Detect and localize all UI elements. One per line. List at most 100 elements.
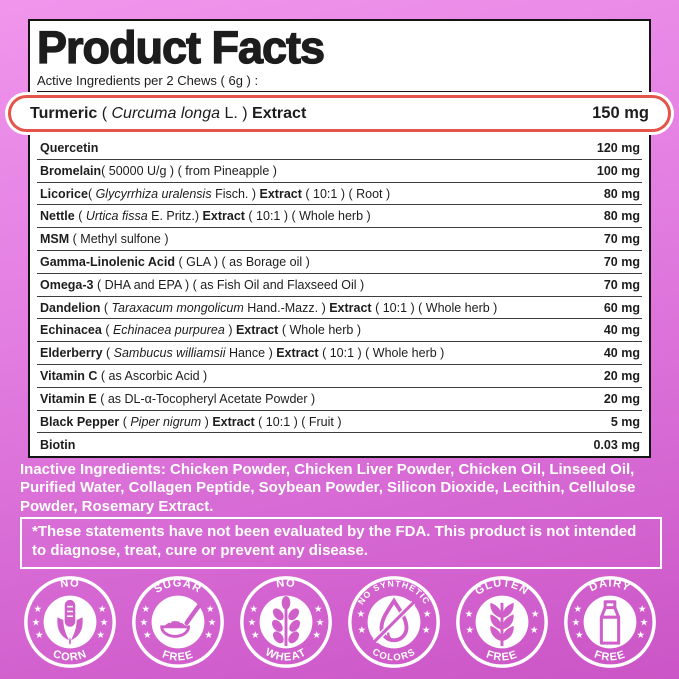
- ingredient-name-segment: Omega-3: [40, 277, 94, 292]
- table-row: Gamma-Linolenic Acid ( GLA ) ( as Borage…: [37, 251, 642, 274]
- droplet-slash-icon: [372, 597, 415, 644]
- svg-text:★: ★: [33, 604, 42, 615]
- ingredient-name-segment: Turmeric: [30, 104, 98, 122]
- ingredient-name-segment: Sambucus williamsii: [113, 346, 226, 361]
- svg-text:★: ★: [574, 630, 583, 641]
- svg-text:★: ★: [529, 625, 538, 636]
- ingredient-name-segment: Licorice: [40, 186, 88, 201]
- ingredient-name-segment: Bromelain: [40, 163, 102, 178]
- corn-icon: [56, 599, 83, 646]
- svg-text:★: ★: [465, 625, 474, 636]
- badge-no-wheat: NO WHEAT ★ ★ ★ ★ ★ ★: [238, 574, 334, 670]
- ingredient-name-segment: Echinacea: [40, 323, 102, 338]
- ingredient-name-segment: Extract: [235, 323, 279, 338]
- table-row: Dandelion ( Taraxacum mongolicum Hand.-M…: [37, 297, 642, 320]
- svg-text:★: ★: [205, 604, 214, 615]
- ingredient-amount: 70 mg: [603, 232, 640, 247]
- table-row: Nettle ( Urtica fissa E. Pritz.) Extract…: [37, 205, 642, 229]
- svg-text:★: ★: [34, 630, 43, 641]
- sugar-spoon-icon: [159, 603, 201, 638]
- svg-text:FREE: FREE: [592, 648, 627, 663]
- svg-text:WHEAT: WHEAT: [263, 646, 308, 663]
- ingredient-name: Bromelain( 50000 U/g ) ( from Pineapple …: [40, 164, 277, 178]
- table-row: Licorice( Glycyrrhiza uralensis Fisch. )…: [37, 183, 642, 206]
- ingredient-name-segment: Elderberry: [40, 346, 103, 361]
- ingredient-name-segment: Black Pepper: [40, 414, 120, 429]
- ingredient-name-segment: Extract: [259, 186, 302, 201]
- inactive-ingredients-text: Inactive Ingredients: Chicken Powder, Ch…: [20, 461, 636, 515]
- svg-text:★: ★: [315, 617, 324, 628]
- ingredient-name: MSM ( Methyl sulfone ): [40, 232, 169, 246]
- svg-text:★: ★: [204, 630, 213, 641]
- ingredient-name-segment: ( 10:1 ) ( Whole herb ): [371, 300, 498, 315]
- svg-text:★: ★: [422, 609, 431, 620]
- svg-text:★: ★: [637, 604, 646, 615]
- ingredient-name-segment: L. ): [220, 104, 253, 122]
- svg-text:★: ★: [530, 609, 539, 620]
- table-row: MSM ( Methyl sulfone ) 70 mg: [37, 228, 642, 252]
- svg-text:★: ★: [249, 604, 258, 615]
- ingredient-amount: 20 mg: [603, 368, 640, 383]
- ingredient-name-segment: ): [201, 414, 213, 429]
- ingredient-name-segment: Vitamin C: [40, 368, 98, 383]
- ingredient-name-segment: Echinacea purpurea: [112, 323, 225, 338]
- svg-text:★: ★: [639, 617, 648, 628]
- table-row: Black Pepper ( Piper nigrum ) Extract ( …: [37, 411, 642, 434]
- ingredient-name: Black Pepper ( Piper nigrum ) Extract ( …: [40, 415, 342, 429]
- ingredient-amount: 60 mg: [603, 300, 640, 315]
- ingredient-name-segment: (: [74, 209, 86, 224]
- svg-text:★: ★: [636, 630, 645, 641]
- milk-carton-icon: [599, 600, 620, 645]
- svg-text:FREE: FREE: [160, 648, 195, 663]
- svg-text:★: ★: [464, 609, 473, 620]
- table-row: Bromelain( 50000 U/g ) ( from Pineapple …: [37, 160, 642, 183]
- ingredient-name-segment: (: [87, 186, 96, 201]
- svg-text:★: ★: [357, 625, 366, 636]
- ingredient-amount: 80 mg: [603, 209, 640, 224]
- ingredient-name-segment: (: [101, 323, 113, 338]
- badge-no-synthetic-colors: NO SYNTHETIC COLORS ★ ★ ★ ★: [346, 574, 442, 670]
- table-row: Omega-3 ( DHA and EPA ) ( as Fish Oil an…: [37, 274, 642, 297]
- ingredient-name: Gamma-Linolenic Acid ( GLA ) ( as Borage…: [40, 255, 310, 269]
- badge-dairy-free: DAIRY FREE ★ ★ ★ ★ ★ ★: [562, 574, 658, 670]
- ingredient-name-segment: Hance ): [225, 346, 277, 361]
- ingredient-name-segment: ( as Ascorbic Acid ): [97, 368, 208, 383]
- table-row: Echinacea ( Echinacea purpurea ) Extract…: [37, 319, 642, 343]
- svg-text:★: ★: [421, 625, 430, 636]
- ingredient-name: Biotin: [40, 438, 75, 452]
- ingredient-name-segment: ( 10:1 ) ( Fruit ): [254, 414, 342, 429]
- ingredient-table: Quercetin 120 mg Bromelain( 50000 U/g ) ( …: [37, 137, 642, 456]
- ingredient-name: Vitamin C ( as Ascorbic Acid ): [40, 369, 207, 383]
- svg-text:★: ★: [139, 617, 148, 628]
- ingredient-name-segment: Fisch. ): [211, 186, 260, 201]
- ingredient-amount: 80 mg: [603, 186, 640, 201]
- ingredient-amount: 5 mg: [610, 414, 640, 429]
- ingredient-amount: 20 mg: [603, 391, 640, 406]
- highlighted-ingredient-amount: 150 mg: [592, 104, 649, 122]
- svg-text:★: ★: [313, 604, 322, 615]
- fda-disclaimer-text: *These statements have not been evaluate…: [32, 523, 637, 559]
- ingredient-name-segment: Dandelion: [40, 300, 101, 315]
- ingredient-amount: 120 mg: [596, 140, 640, 155]
- wheat-ear-icon: [489, 602, 514, 646]
- ingredient-amount: 40 mg: [603, 323, 640, 338]
- serving-size-line: Active Ingredients per 2 Chews ( 6g ) :: [37, 73, 259, 89]
- ingredient-name-segment: Glycyrrhiza uralensis: [95, 186, 212, 201]
- ingredient-name: Echinacea ( Echinacea purpurea ) Extract…: [40, 323, 361, 337]
- ingredient-amount: 40 mg: [603, 346, 640, 361]
- wheat-grain-icon: [271, 596, 300, 646]
- ingredient-name-segment: ( GLA ) ( as Borage oil ): [174, 254, 310, 269]
- ingredient-name-segment: ( 10:1 ) ( Whole herb ): [244, 209, 371, 224]
- page-title: Product Facts: [36, 22, 325, 73]
- ingredient-name: Dandelion ( Taraxacum mongolicum Hand.-M…: [40, 301, 497, 315]
- ingredient-name-segment: Extract: [329, 300, 372, 315]
- ingredient-name-segment: Curcuma longa: [111, 104, 221, 122]
- ingredient-name-segment: Vitamin E: [40, 391, 97, 406]
- ingredient-name-segment: (: [119, 414, 131, 429]
- table-row: Quercetin 120 mg: [37, 137, 642, 160]
- ingredient-name-segment: ( Methyl sulfone ): [69, 232, 169, 247]
- ingredient-name-segment: ( Whole herb ): [278, 323, 362, 338]
- svg-text:★: ★: [356, 609, 365, 620]
- badge-no-corn: NO CORN ★ ★ ★ ★ ★ ★: [22, 574, 118, 670]
- ingredient-name-segment: E. Pritz.): [147, 209, 203, 224]
